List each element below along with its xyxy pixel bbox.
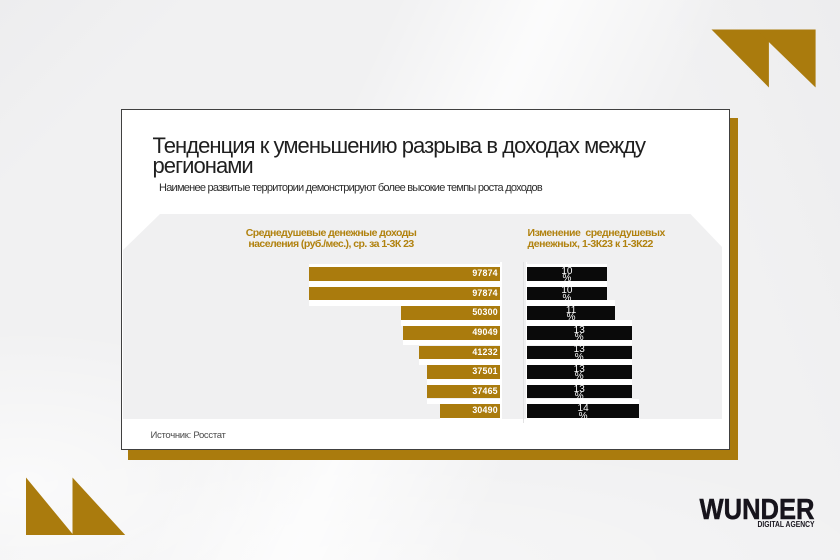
svg-text:WUNDER: WUNDER xyxy=(700,494,815,526)
svg-text:DIGITAL AGENCY: DIGITAL AGENCY xyxy=(758,519,815,529)
